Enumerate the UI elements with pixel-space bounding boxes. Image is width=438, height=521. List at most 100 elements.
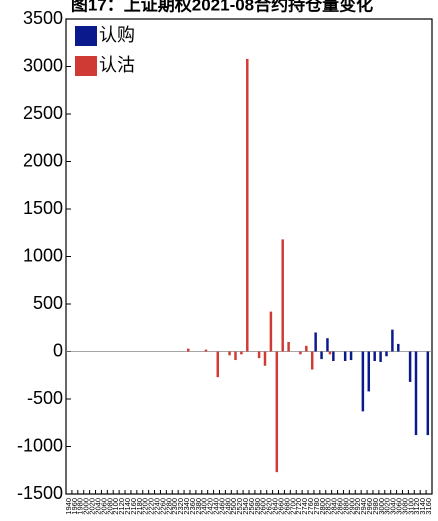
x-tick-label: 2740	[300, 498, 309, 515]
bar	[204, 349, 208, 352]
bar	[275, 351, 279, 473]
bar	[299, 351, 302, 355]
legend-swatch	[75, 56, 97, 76]
y-tick-label: 3000	[23, 55, 63, 75]
x-tick-label: 2200	[141, 498, 150, 515]
legend-swatch	[75, 26, 97, 46]
y-tick-label: 2000	[23, 150, 63, 170]
x-tick-label: 2760	[306, 498, 315, 515]
x-tick-label: 1940	[64, 498, 73, 515]
x-tick-label: 2540	[241, 498, 250, 515]
x-tick-label: 2920	[353, 498, 362, 515]
x-tick-label: 2820	[324, 498, 333, 515]
x-tick-label: 2160	[129, 498, 138, 515]
bar	[216, 351, 220, 378]
bar	[257, 351, 261, 359]
y-tick-label: -500	[27, 388, 63, 408]
x-tick-label: 2320	[176, 498, 185, 515]
y-tick-label: -1500	[17, 483, 63, 503]
x-tick-label: 2260	[158, 498, 167, 515]
x-tick-label: 1980	[76, 498, 85, 515]
bar	[426, 351, 430, 436]
bar	[305, 345, 308, 352]
bar	[361, 351, 365, 412]
x-tick-label: 2520	[235, 498, 244, 515]
legend-label: 认沽	[99, 55, 135, 75]
bar	[287, 342, 290, 352]
bar	[385, 351, 388, 357]
x-tick-label: 2980	[371, 498, 380, 515]
bar	[332, 351, 335, 361]
x-tick-label: 2720	[294, 498, 303, 515]
y-tick-label: 500	[33, 293, 63, 313]
bar	[328, 351, 332, 355]
x-tick-label: 3040	[389, 498, 398, 515]
x-tick-label: 2480	[223, 498, 232, 515]
x-tick-label: 2500	[229, 498, 238, 515]
bar	[391, 329, 394, 352]
y-tick-label: -1000	[17, 435, 63, 455]
y-tick-label: 1500	[23, 198, 63, 218]
x-tick-label: 3060	[395, 498, 404, 515]
chart-title: 图17：上证期权2021-08合约持仓量变化	[71, 0, 373, 14]
x-tick-label: 2460	[217, 498, 226, 515]
bar	[234, 351, 237, 361]
x-tick-label: 3080	[400, 498, 409, 515]
x-tick-label: 2640	[271, 498, 280, 515]
bar	[314, 332, 317, 352]
x-tick-label: 2960	[365, 498, 374, 515]
x-tick-label: 2880	[341, 498, 350, 515]
x-tick-label: 2860	[335, 498, 344, 515]
x-tick-label: 3160	[424, 498, 433, 515]
x-tick-label: 2600	[259, 498, 268, 515]
bar	[408, 351, 412, 382]
x-tick-label: 3020	[383, 498, 392, 515]
bar	[310, 351, 314, 370]
x-tick-label: 2120	[117, 498, 126, 515]
x-tick-label: 3140	[418, 498, 427, 515]
bar	[269, 311, 273, 352]
x-tick-label: 2420	[206, 498, 215, 515]
bar	[187, 348, 190, 352]
x-tick-label: 2680	[282, 498, 291, 515]
x-tick-label: 2840	[330, 498, 339, 515]
x-tick-label: 2280	[164, 498, 173, 515]
plot-frame	[65, 18, 433, 495]
x-tick-label: 2000	[82, 498, 91, 515]
x-tick-label: 2440	[212, 498, 221, 515]
x-tick-label: 2220	[147, 498, 156, 515]
x-tick-label: 2940	[359, 498, 368, 515]
x-tick-label: 2140	[123, 498, 132, 515]
bar	[379, 351, 382, 362]
bar	[343, 351, 347, 361]
x-tick-label: 2240	[152, 498, 161, 515]
x-tick-label: 3120	[412, 498, 421, 515]
x-tick-label: 2660	[276, 498, 285, 515]
bar	[326, 338, 329, 352]
x-tick-label: 3100	[406, 498, 415, 515]
x-tick-label: 2560	[247, 498, 256, 515]
y-tick-label: 1000	[23, 245, 63, 265]
x-tick-label: 2620	[265, 498, 274, 515]
x-tick-label: 2700	[288, 498, 297, 515]
y-tick-label: 2500	[23, 103, 63, 123]
x-tick-label: 2380	[194, 498, 203, 515]
bar	[281, 239, 284, 352]
x-tick-label: 2400	[200, 498, 209, 515]
bar	[397, 343, 400, 352]
x-tick-label: 1960	[70, 498, 79, 515]
x-tick-label: 2040	[93, 498, 102, 515]
x-tick-label: 2080	[105, 498, 114, 515]
y-tick-label: 3500	[23, 8, 63, 28]
x-tick-label: 3000	[377, 498, 386, 515]
bar	[373, 351, 376, 361]
bar	[414, 351, 418, 436]
x-tick-label: 2900	[347, 498, 356, 515]
bar	[240, 351, 243, 355]
bar	[246, 58, 249, 352]
x-tick-label: 2180	[135, 498, 144, 515]
bar	[263, 351, 267, 366]
x-tick-label: 2020	[88, 498, 97, 515]
bar	[367, 351, 371, 392]
